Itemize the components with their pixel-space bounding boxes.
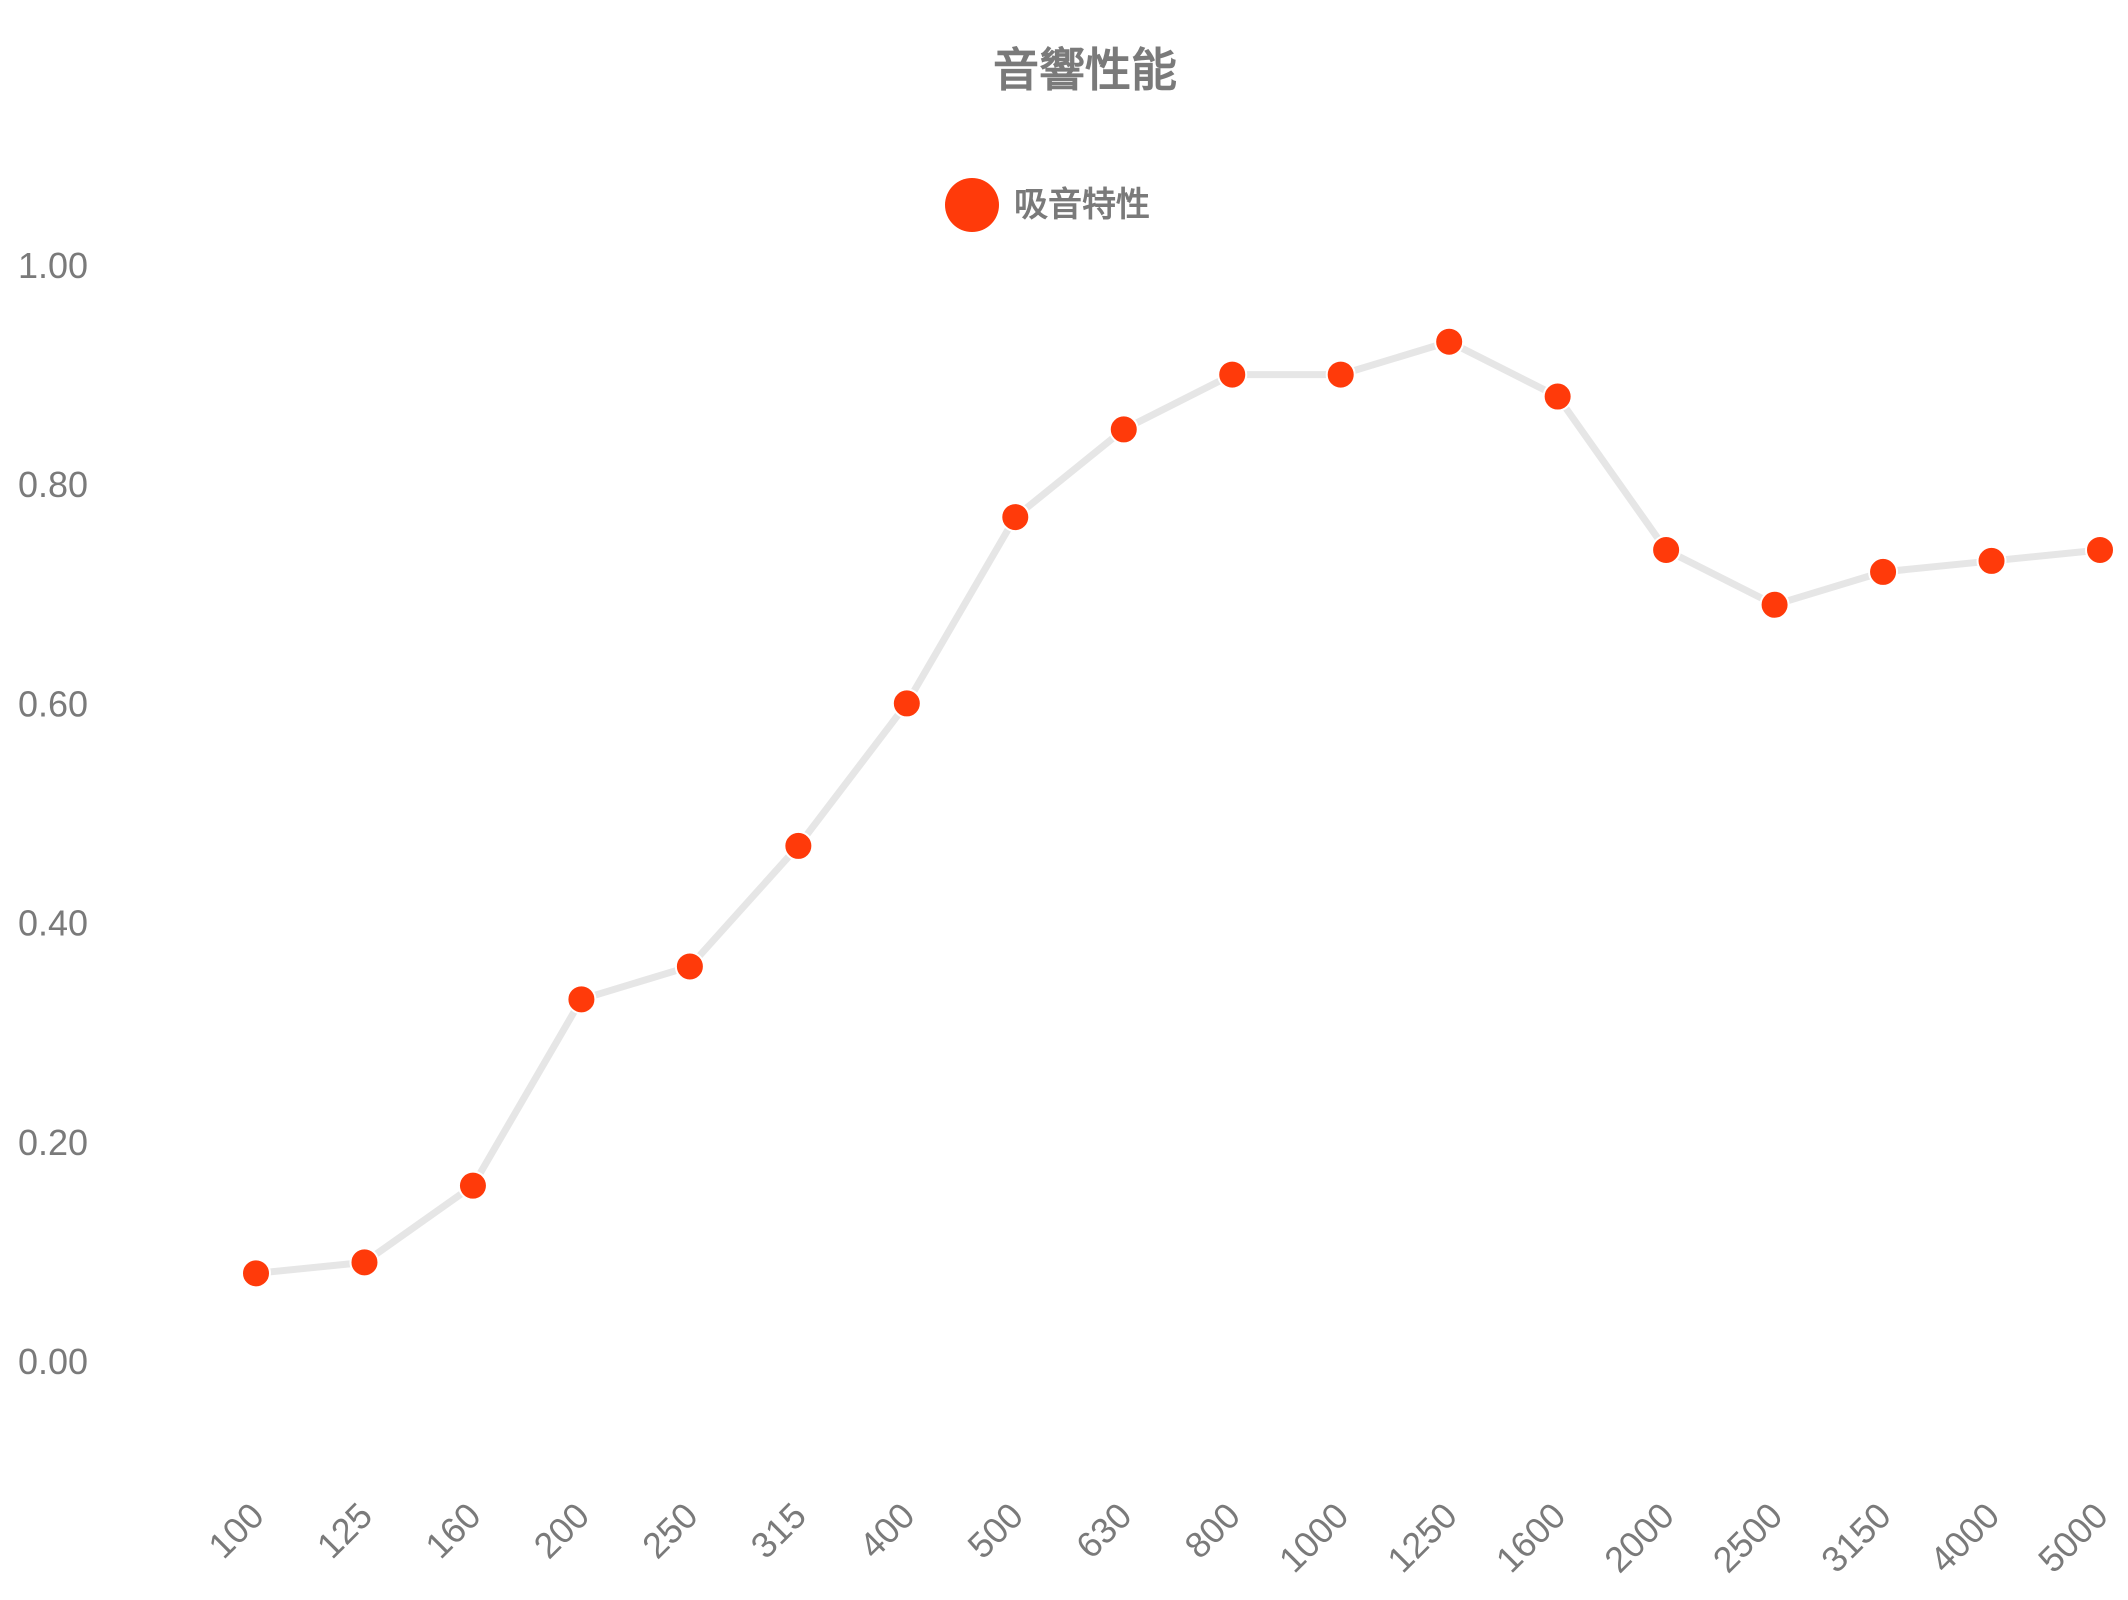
chart-title: 音響性能 (993, 43, 1177, 97)
data-point[interactable] (349, 1247, 380, 1278)
x-tick-label: 500 (959, 1495, 1030, 1566)
x-tick-label: 800 (1176, 1495, 1247, 1566)
x-tick-label: 1600 (1488, 1495, 1574, 1581)
x-tick-label: 315 (743, 1495, 814, 1566)
data-point[interactable] (566, 984, 597, 1015)
x-tick-label: 200 (526, 1495, 597, 1566)
x-tick-label: 1250 (1379, 1495, 1465, 1581)
y-tick-label: 0.80 (18, 464, 88, 505)
data-point[interactable] (891, 688, 922, 719)
x-tick-label: 160 (417, 1495, 488, 1566)
series-line-group (252, 338, 2104, 1277)
data-point[interactable] (1759, 589, 1790, 620)
x-tick-label: 125 (309, 1495, 380, 1566)
y-axis: 0.00 0.20 0.40 0.60 0.80 1.00 (18, 245, 88, 1382)
data-point[interactable] (1868, 556, 1899, 587)
x-tick-label: 3150 (1813, 1495, 1899, 1581)
data-point[interactable] (457, 1170, 488, 1201)
x-tick-label: 4000 (1922, 1495, 2008, 1581)
legend-marker (945, 178, 999, 232)
data-point[interactable] (1108, 414, 1139, 445)
y-tick-label: 0.60 (18, 683, 88, 724)
data-point[interactable] (1000, 502, 1031, 533)
x-tick-label: 250 (634, 1495, 705, 1566)
series-line (252, 338, 2104, 1277)
x-tick-label: 100 (200, 1495, 271, 1566)
data-point[interactable] (674, 951, 705, 982)
x-tick-label: 2000 (1596, 1495, 1682, 1581)
legend-label: 吸音特性 (1014, 185, 1150, 225)
data-point[interactable] (1651, 534, 1682, 565)
y-tick-label: 0.00 (18, 1341, 88, 1382)
data-point[interactable] (1434, 326, 1465, 357)
data-point[interactable] (1325, 359, 1356, 390)
y-tick-label: 0.40 (18, 903, 88, 944)
x-tick-label: 630 (1068, 1495, 1139, 1566)
data-point[interactable] (1217, 359, 1248, 390)
y-tick-label: 0.20 (18, 1122, 88, 1163)
data-point[interactable] (783, 830, 814, 861)
y-tick-label: 1.00 (18, 245, 88, 286)
data-point[interactable] (241, 1258, 271, 1289)
data-point[interactable] (1542, 381, 1573, 412)
legend[interactable]: 吸音特性 (945, 178, 1150, 232)
x-tick-label: 1000 (1271, 1495, 1357, 1581)
data-point[interactable] (2085, 534, 2115, 565)
x-tick-label: 2500 (1705, 1495, 1791, 1581)
data-points (241, 326, 2115, 1289)
x-tick-label: 5000 (2030, 1495, 2116, 1581)
x-axis: 100 125 160 200 250 315 400 500 630 800 1000 1250 16… (200, 1495, 2115, 1581)
x-tick-label: 400 (851, 1495, 922, 1566)
data-point[interactable] (1976, 545, 2007, 576)
